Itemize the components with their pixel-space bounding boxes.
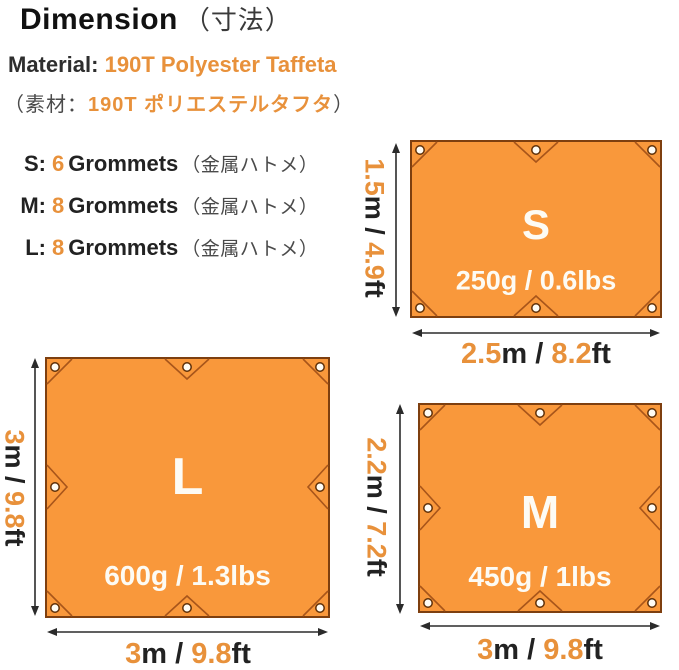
material-value: 190T Polyester Taffeta [104,52,337,77]
tarp-l: L 600g / 1.3lbs [45,357,330,618]
tarp-s-graphic [410,140,662,318]
grommet-text-m: Grommets [68,193,179,218]
m-height-label: 2.2m / 7.2ft [361,437,392,577]
tarp-m-size-letter: M [520,486,560,539]
reinforcement-patches [411,141,661,317]
material-jp-close: ） [333,94,355,116]
m-width-arrow [420,622,660,630]
l-width-arrow [47,628,328,636]
tarp-s: S 250g / 0.6lbs [410,140,662,318]
material-jp-open: （素材： [4,94,88,116]
grommets [415,145,657,313]
tarp-l-size-letter: L [171,448,204,507]
tarp-s-weight: 250g / 0.6lbs [455,265,617,296]
m-height-arrow [396,404,404,614]
grommet-list: S: 6 Grommets （金属ハトメ） M: 8 Grommets （金属ハトメ） L:… [14,150,318,276]
grommet-text-l: Grommets [68,235,179,260]
l-width-label: 3m / 9.8ft [125,638,251,670]
reinforcement-patches [46,358,329,617]
tarp-l-graphic [45,357,330,618]
grommet-text-s: Grommets [68,151,179,176]
grommet-size-s: S: [24,151,46,176]
grommet-count-m: 8 [52,193,65,218]
grommet-count-l: 8 [52,235,65,260]
grommet-jp-s: （金属ハトメ） [181,155,319,176]
grommet-size-l: L: [25,235,46,260]
tarp-m-graphic [418,403,662,613]
m-width-label: 3m / 9.8ft [477,634,603,666]
material-label: Material: [8,52,99,77]
grommet-jp-m: （金属ハトメ） [181,197,319,218]
grommet-row-s: S: 6 Grommets （金属ハトメ） [14,150,318,177]
tarp-m: M 450g / 1lbs [418,403,662,613]
l-height-label: 3m / 9.8ft [0,429,30,547]
grommet-row-l: L: 8 Grommets （金属ハトメ） [14,234,318,261]
material-line: Material: 190T Polyester Taffeta [8,52,337,78]
tarp-s-size-letter: S [521,201,551,249]
material-jp-value: 190T ポリエステルタフタ [88,94,334,116]
grommets [50,362,325,613]
reinforcement-patches [419,404,661,612]
grommet-row-m: M: 8 Grommets （金属ハトメ） [14,192,318,219]
tarp-m-weight: 450g / 1lbs [468,561,612,593]
grommet-count-s: 6 [52,151,65,176]
title-en: Dimension [20,3,178,36]
grommets [423,408,657,608]
title-jp: （寸法） [183,5,292,35]
l-height-arrow [31,358,39,616]
tarp-l-weight: 600g / 1.3lbs [104,560,271,592]
material-line-jp: （素材：190T ポリエステルタフタ） [4,88,354,117]
grommet-size-m: M: [20,193,46,218]
s-width-arrow [412,329,660,337]
page-title: Dimension （寸法） [20,0,292,37]
s-width-label: 2.5m / 8.2ft [461,338,611,370]
s-height-label: 1.5m / 4.9ft [359,158,390,298]
grommet-jp-l: （金属ハトメ） [181,239,319,260]
s-height-arrow [392,143,400,317]
